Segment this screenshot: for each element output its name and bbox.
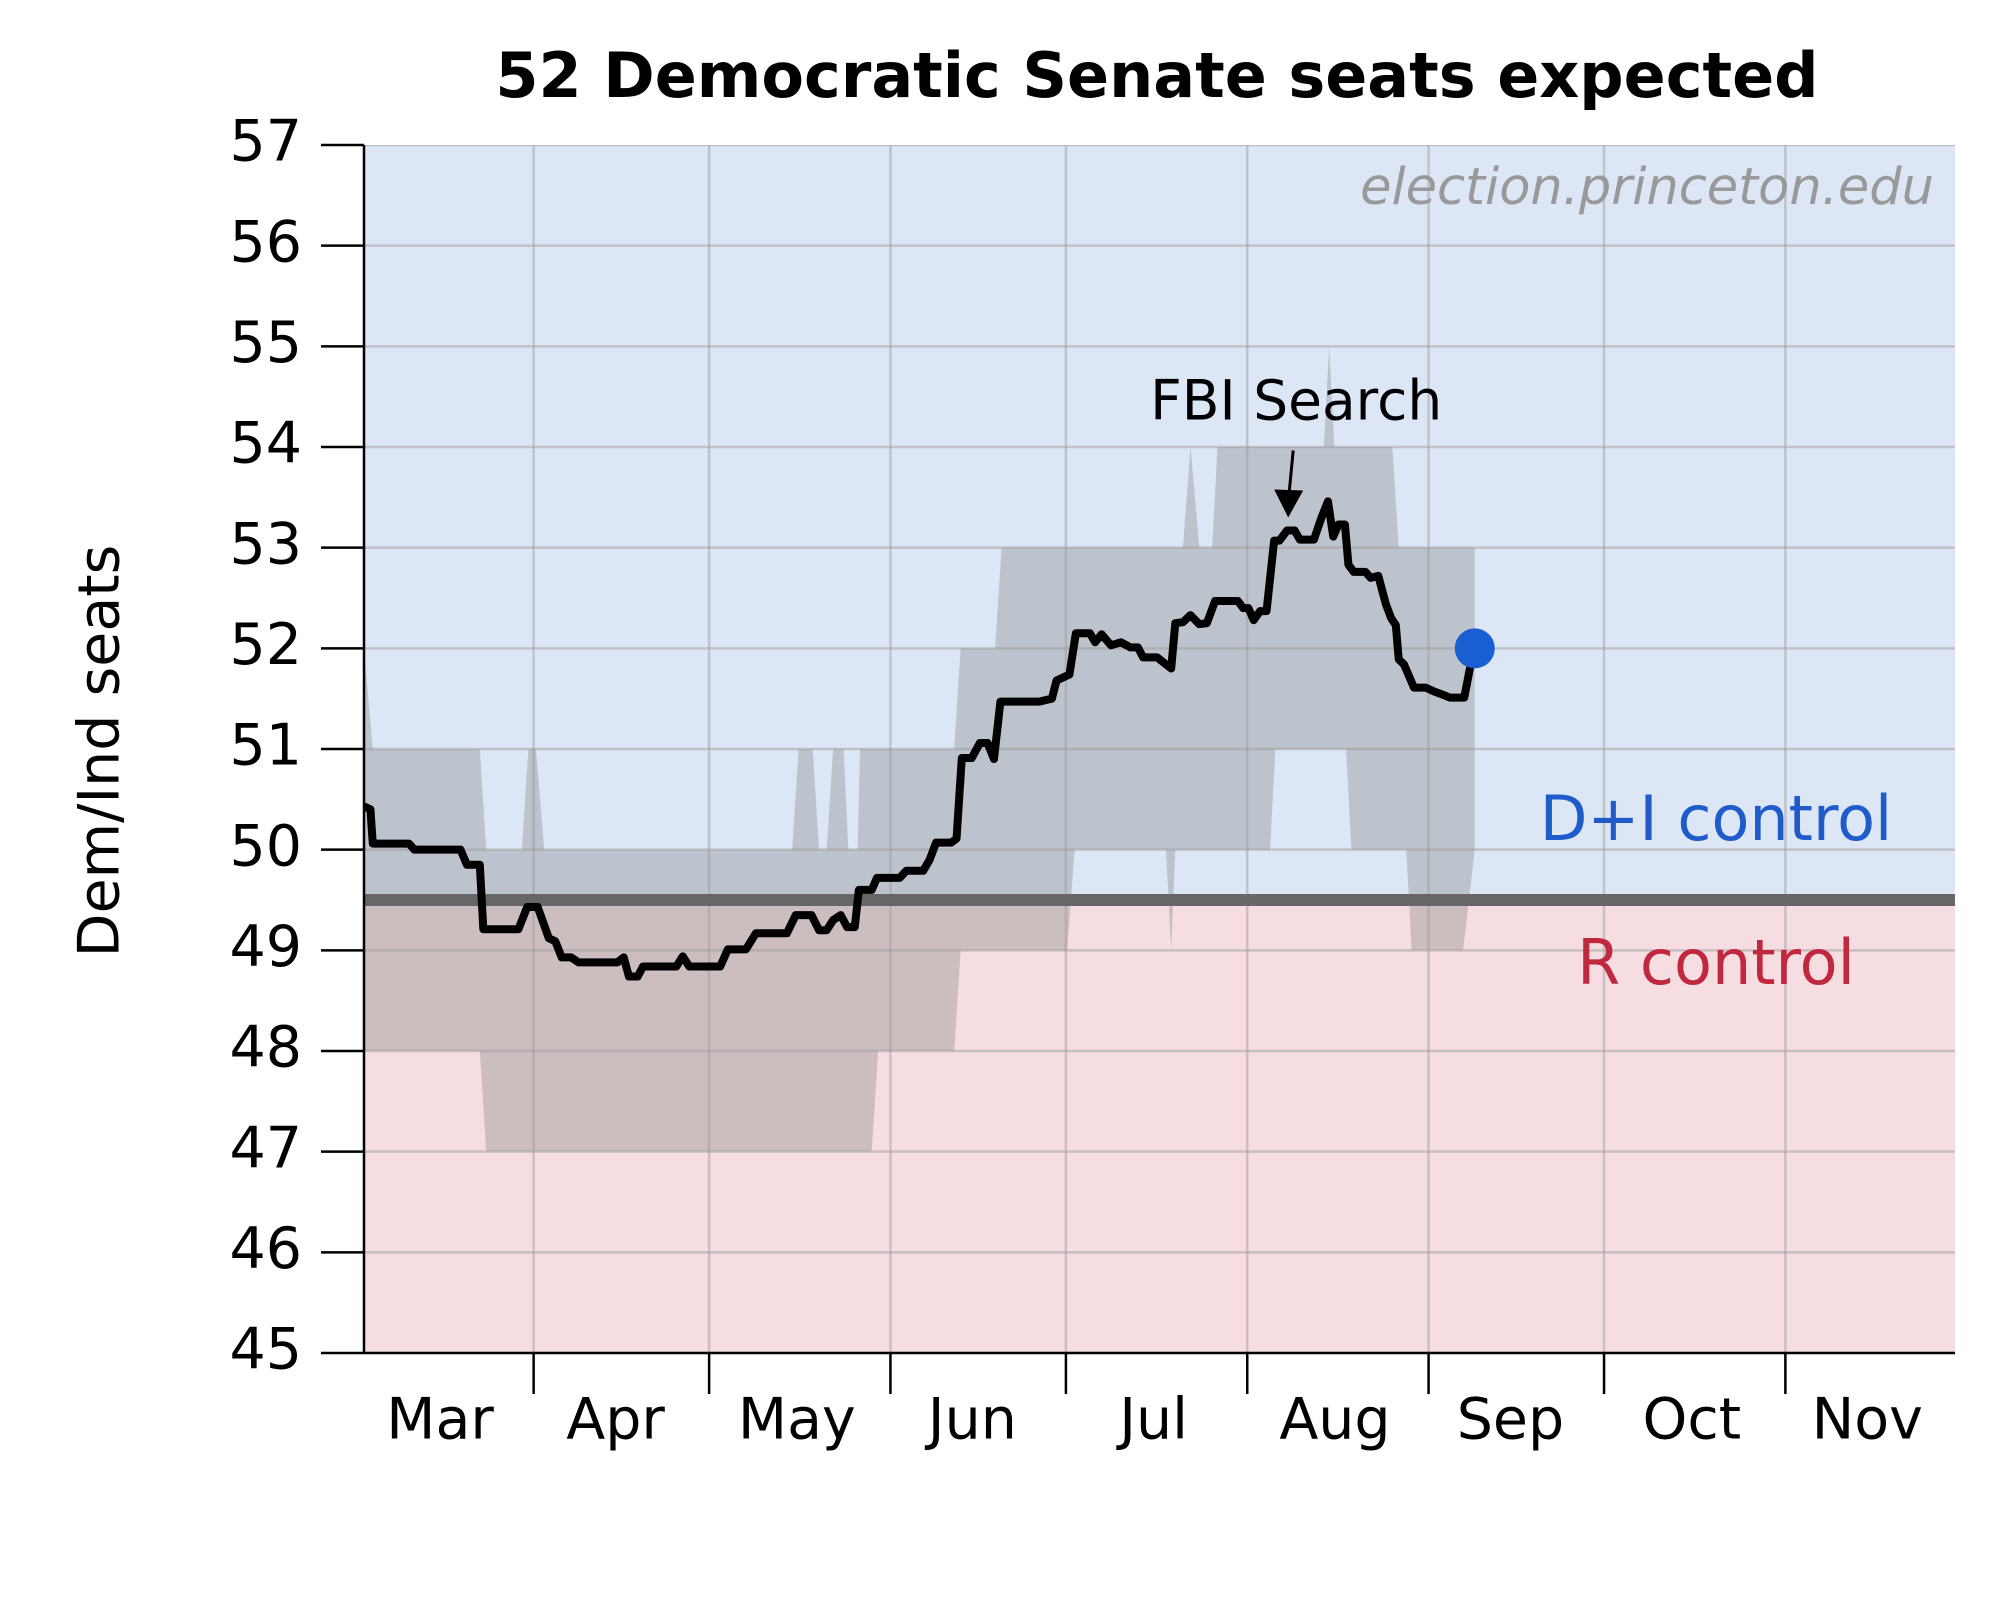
uncertainty-band xyxy=(364,346,1475,1152)
y-tick-label: 56 xyxy=(229,209,302,275)
watermark: election.princeton.edu xyxy=(1360,158,1934,217)
y-tick-label: 50 xyxy=(229,813,302,879)
y-tick-label: 53 xyxy=(229,511,302,577)
below-label: R control xyxy=(1577,926,1855,999)
y-tick-label: 45 xyxy=(229,1317,302,1383)
x-tick-label: Aug xyxy=(1279,1387,1390,1453)
y-tick-label: 47 xyxy=(229,1115,302,1181)
x-tick-label: Sep xyxy=(1457,1387,1564,1453)
above-region xyxy=(364,145,1955,900)
annotation-arrowhead xyxy=(1274,489,1304,518)
x-tick-label: May xyxy=(738,1387,856,1453)
y-tick-label: 48 xyxy=(229,1015,302,1081)
x-tick-label: Jun xyxy=(925,1387,1017,1453)
x-tick-label: Mar xyxy=(386,1387,494,1453)
y-tick-label: 49 xyxy=(229,914,302,980)
y-tick-label: 52 xyxy=(229,612,302,678)
y-tick-label: 55 xyxy=(229,310,302,376)
seats-line xyxy=(364,497,1479,981)
x-tick-label: Oct xyxy=(1643,1387,1742,1453)
latest-point xyxy=(1454,628,1495,669)
x-tick-label: Jul xyxy=(1116,1387,1188,1453)
chart-title: 52 Democratic Senate seats expected xyxy=(495,39,1818,112)
y-axis-label: Dem/Ind seats xyxy=(67,545,133,958)
plot-area xyxy=(364,145,1955,1353)
x-tick-label: Nov xyxy=(1812,1387,1923,1453)
annotation-arrow xyxy=(1287,450,1295,493)
y-tick-label: 51 xyxy=(229,713,302,779)
above-label: D+I control xyxy=(1540,782,1893,855)
y-tick-label: 54 xyxy=(229,411,302,477)
x-tick-label: Apr xyxy=(566,1387,665,1453)
annotation-text: FBI Search xyxy=(1150,369,1442,433)
y-tick-label: 46 xyxy=(229,1216,302,1282)
y-tick-label: 57 xyxy=(229,109,302,175)
